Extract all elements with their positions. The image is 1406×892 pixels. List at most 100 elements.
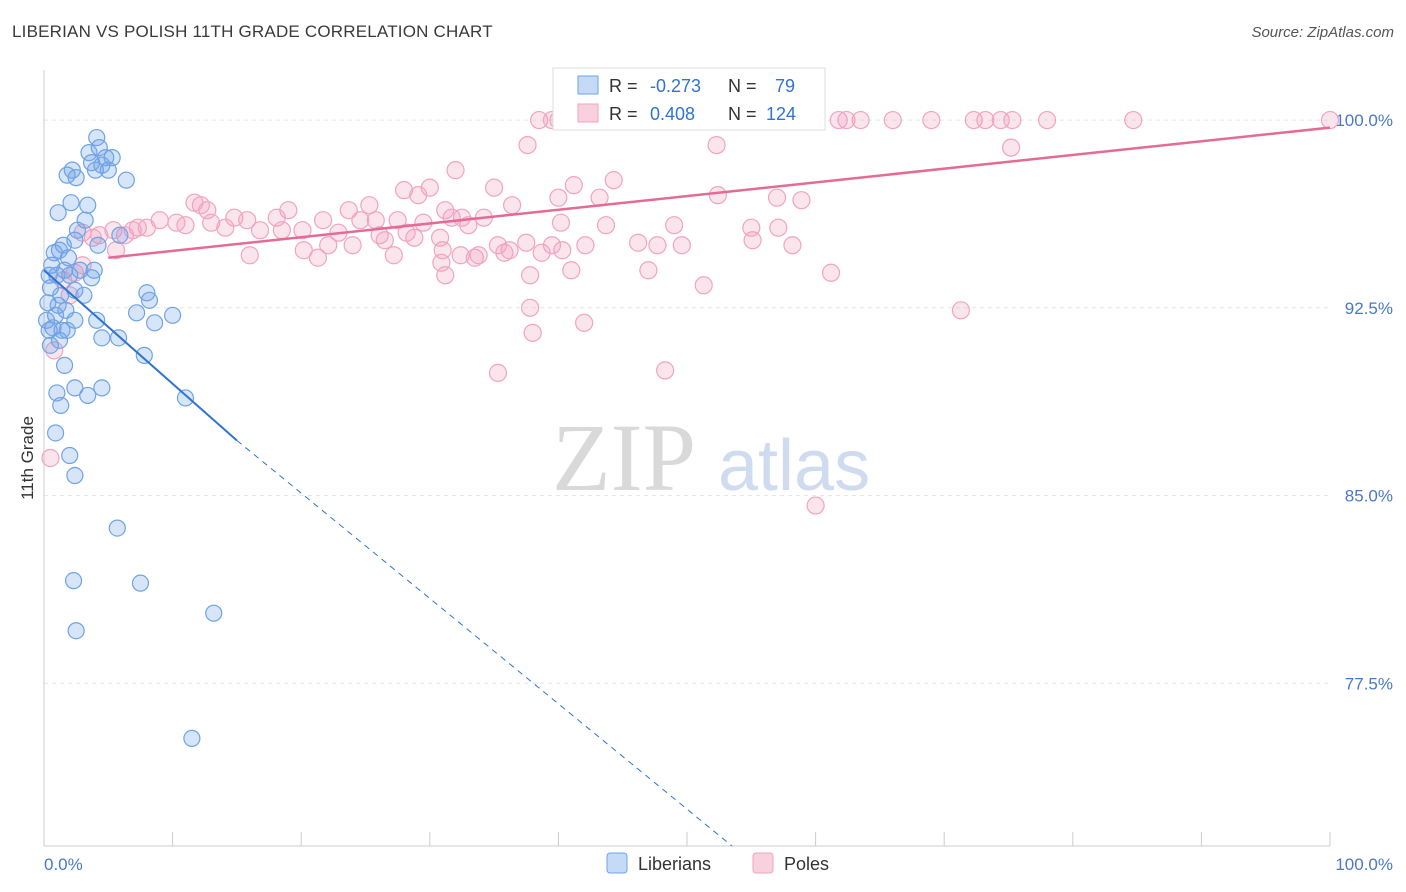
poles-point xyxy=(384,246,403,265)
y-tick-label: 100.0% xyxy=(1335,111,1393,130)
chart-title: LIBERIAN VS POLISH 11TH GRADE CORRELATIO… xyxy=(12,22,493,41)
y-tick-label: 77.5% xyxy=(1345,674,1393,693)
liberians-point xyxy=(93,329,111,347)
poles-n-label: N = xyxy=(728,104,757,124)
liberians-point xyxy=(88,311,106,329)
poles-point xyxy=(883,110,902,130)
poles-point xyxy=(951,301,971,320)
liberians-trend-extension xyxy=(236,440,733,847)
poles-r-label: R = xyxy=(609,104,638,124)
poles-point xyxy=(351,211,370,230)
liberians-point xyxy=(46,424,65,442)
poles-point xyxy=(575,313,594,332)
poles-point xyxy=(518,135,537,155)
poles-point xyxy=(694,276,713,295)
poles-point xyxy=(523,323,542,342)
liberians-point xyxy=(62,194,80,212)
poles-point xyxy=(436,201,455,220)
liberians-point xyxy=(80,144,98,162)
liberians-point xyxy=(108,519,126,537)
liberians-point xyxy=(61,446,79,465)
liberians-point xyxy=(89,236,107,254)
poles-point xyxy=(488,236,508,255)
poles-point xyxy=(521,298,540,317)
x-ticks xyxy=(43,832,1331,846)
liberians-point xyxy=(50,331,69,349)
poles-point xyxy=(792,191,811,210)
poles-point xyxy=(250,221,270,240)
y-tick-label: 92.5% xyxy=(1345,299,1393,318)
poles-point xyxy=(648,236,667,255)
liberians-point xyxy=(140,291,159,309)
poles-point xyxy=(370,226,389,245)
watermark-atlas: atlas xyxy=(718,426,870,506)
poles-point xyxy=(851,110,870,130)
liberians-point xyxy=(40,321,58,339)
poles-point xyxy=(639,261,658,280)
poles-point xyxy=(495,243,514,262)
liberians-point xyxy=(90,139,108,157)
series-legend: Liberians Poles xyxy=(606,852,829,874)
liberians-point xyxy=(67,169,85,187)
poles-point xyxy=(294,241,313,260)
liberians-point xyxy=(164,306,182,324)
liberians-point xyxy=(66,379,84,397)
poles-point xyxy=(767,188,787,207)
liberians-point xyxy=(79,386,97,405)
liberians-point xyxy=(43,256,61,274)
liberians-n-label: N = xyxy=(728,76,757,96)
liberians-point xyxy=(99,161,117,179)
poles-point xyxy=(672,236,691,255)
poles-point xyxy=(829,110,848,130)
poles-point xyxy=(308,248,328,267)
poles-point xyxy=(922,110,941,130)
liberians-point xyxy=(64,572,83,590)
poles-point xyxy=(629,233,648,252)
poles-point xyxy=(564,176,583,195)
poles-point xyxy=(503,196,522,215)
poles-point xyxy=(405,228,424,247)
poles-point xyxy=(185,193,204,212)
poles-point xyxy=(176,216,195,235)
y-tick-label: 85.0% xyxy=(1345,487,1393,506)
poles-point xyxy=(293,221,312,240)
liberians-point xyxy=(88,128,106,147)
liberians-point xyxy=(135,346,153,364)
poles-point xyxy=(375,231,394,250)
liberians-point xyxy=(75,286,93,304)
poles-point xyxy=(1001,138,1021,157)
chart-source: Source: ZipAtlas.com xyxy=(1251,24,1394,41)
poles-point xyxy=(240,246,259,265)
poles-point xyxy=(115,226,135,245)
liberians-point xyxy=(117,171,135,189)
liberians-point xyxy=(127,304,146,322)
poles-point xyxy=(562,261,581,280)
poles-r-value: 0.408 xyxy=(650,104,695,124)
poles-point xyxy=(1003,110,1022,130)
poles-point xyxy=(517,233,536,252)
poles-point xyxy=(451,246,470,265)
poles-point xyxy=(532,243,551,262)
liberians-n-value: 79 xyxy=(775,76,795,96)
liberians-point xyxy=(46,306,65,324)
poles-point xyxy=(1037,110,1057,130)
poles-point xyxy=(783,236,802,255)
x-tick-label: 100.0% xyxy=(1335,855,1393,874)
poles-point xyxy=(272,221,292,240)
liberians-swatch xyxy=(577,75,599,95)
x-tick-labels: 0.0% 100.0% xyxy=(44,855,1393,874)
poles-point xyxy=(604,171,623,190)
liberians-point xyxy=(49,204,67,222)
poles-point xyxy=(837,110,856,130)
liberians-point xyxy=(205,604,223,622)
poles-point xyxy=(420,178,439,197)
poles-point xyxy=(41,448,60,468)
poles-point xyxy=(238,211,257,230)
liberians-point xyxy=(93,379,111,397)
liberians-point xyxy=(183,729,201,747)
liberians-point xyxy=(86,161,105,179)
poles-point xyxy=(821,263,841,282)
legend-liberians-swatch xyxy=(606,852,628,874)
poles-point xyxy=(656,361,675,380)
